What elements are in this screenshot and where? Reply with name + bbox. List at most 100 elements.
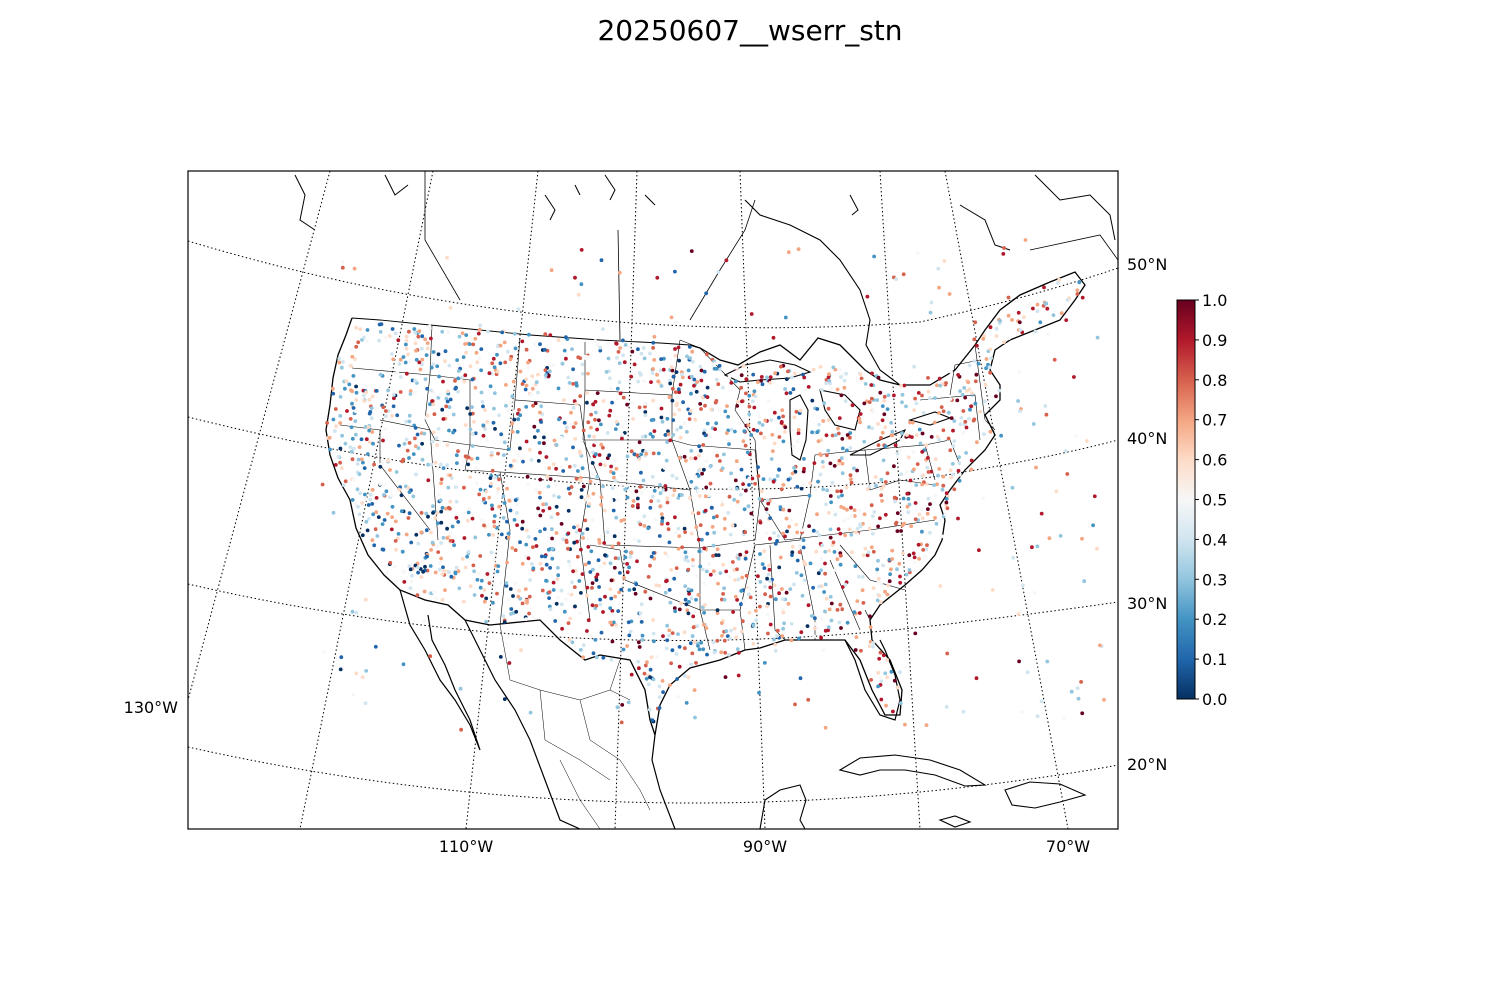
station-point — [504, 383, 508, 387]
station-point — [879, 493, 884, 498]
station-point — [574, 530, 579, 534]
station-point — [413, 444, 418, 449]
station-point — [648, 432, 653, 436]
station-point — [781, 610, 786, 615]
station-point — [439, 481, 443, 486]
station-point — [722, 516, 727, 521]
station-point — [820, 543, 825, 548]
meridian-100w — [614, 171, 638, 829]
station-point — [777, 415, 781, 420]
station-point — [698, 402, 703, 406]
station-point — [684, 602, 689, 607]
station-point — [719, 621, 724, 625]
station-point — [936, 266, 941, 271]
station-point — [802, 466, 806, 471]
station-point — [605, 456, 610, 460]
station-point — [554, 531, 559, 535]
station-point — [932, 483, 936, 487]
station-point — [784, 590, 789, 595]
station-point — [459, 727, 463, 732]
map-frame — [187, 170, 1119, 830]
station-point — [502, 697, 507, 701]
station-point — [667, 540, 672, 545]
station-point — [577, 528, 582, 533]
station-point — [508, 400, 513, 405]
station-point — [465, 406, 470, 410]
station-point — [747, 476, 752, 481]
station-point — [607, 413, 612, 418]
station-point — [840, 437, 845, 441]
station-point — [772, 637, 776, 642]
station-point — [557, 417, 561, 422]
station-point — [728, 636, 732, 641]
station-point — [786, 602, 791, 606]
station-point — [865, 553, 870, 558]
station-point — [924, 443, 929, 448]
station-point — [481, 423, 486, 428]
state-borders — [339, 324, 996, 651]
colorbar-ticks: 0.00.10.20.30.40.50.60.70.80.91.0 — [1195, 291, 1227, 709]
station-point — [858, 372, 863, 377]
station-point — [474, 350, 479, 355]
station-point — [527, 332, 531, 337]
station-point — [928, 502, 932, 506]
station-point — [496, 451, 500, 456]
station-point — [694, 525, 699, 530]
station-point — [585, 585, 590, 590]
station-point — [574, 477, 579, 481]
station-point — [602, 561, 607, 566]
station-point — [957, 461, 962, 465]
station-point — [879, 436, 883, 440]
station-point — [648, 505, 653, 510]
station-point — [663, 590, 668, 595]
station-point — [446, 389, 450, 394]
station-point — [352, 266, 357, 271]
station-point — [338, 414, 343, 418]
station-point — [490, 507, 495, 511]
station-point — [463, 373, 468, 378]
station-point — [705, 395, 710, 399]
station-point — [952, 419, 957, 423]
station-point — [578, 394, 583, 398]
station-point — [425, 346, 430, 351]
station-point — [578, 356, 583, 360]
station-point — [516, 417, 521, 422]
station-point — [648, 351, 652, 356]
station-point — [484, 438, 489, 443]
station-point — [379, 322, 384, 327]
station-point — [768, 585, 773, 590]
station-point — [682, 630, 687, 635]
station-point — [599, 630, 604, 635]
station-point — [554, 443, 559, 447]
station-point — [411, 452, 416, 456]
colorbar-gradient — [1176, 299, 1196, 700]
station-point — [422, 431, 427, 436]
station-point — [449, 476, 454, 480]
station-point — [374, 406, 379, 410]
station-point — [803, 387, 808, 392]
station-point — [698, 523, 703, 527]
station-point — [920, 431, 925, 436]
station-point — [994, 334, 999, 338]
station-point — [351, 693, 356, 697]
station-point — [852, 466, 856, 471]
station-point — [465, 554, 469, 559]
station-point — [378, 482, 383, 486]
station-point — [798, 408, 803, 413]
station-point — [375, 534, 380, 538]
station-point — [747, 587, 751, 592]
station-point — [650, 494, 655, 499]
station-point — [671, 493, 676, 498]
station-point — [1045, 659, 1050, 664]
station-point — [469, 457, 474, 461]
station-point — [771, 449, 775, 453]
station-point — [775, 474, 780, 478]
station-point — [1064, 318, 1069, 322]
station-point — [676, 632, 680, 636]
station-point — [823, 582, 828, 587]
station-point — [487, 371, 492, 376]
station-point — [775, 634, 779, 638]
station-point — [366, 503, 371, 507]
station-point — [846, 516, 851, 521]
station-point — [723, 409, 728, 414]
